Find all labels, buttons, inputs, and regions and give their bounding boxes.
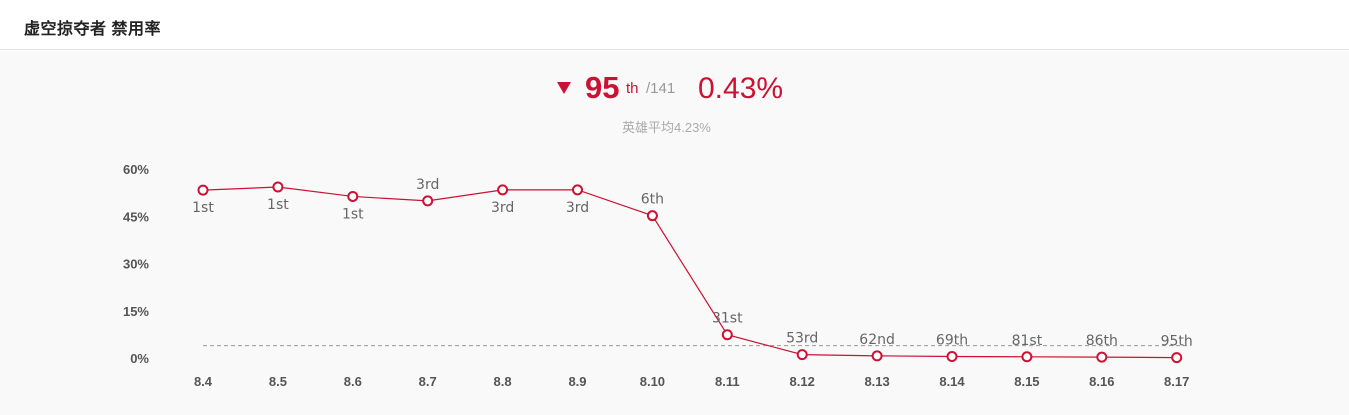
rank-suffix: th <box>626 80 639 97</box>
x-tick-label: 8.7 <box>419 374 437 389</box>
data-point-marker <box>1021 351 1033 363</box>
data-point-label: 1st <box>192 200 214 216</box>
ban-rate-series-line <box>202 186 1177 359</box>
data-point-marker <box>871 350 883 362</box>
panel-header: 虚空掠夺者 禁用率 <box>0 0 1349 50</box>
panel-body <box>0 51 1349 415</box>
x-tick-label: 8.6 <box>344 374 362 389</box>
triangle-down-icon <box>557 82 571 94</box>
y-tick-label: 30% <box>123 257 149 272</box>
x-tick-label: 8.15 <box>1014 374 1039 389</box>
data-point-marker <box>946 350 958 362</box>
data-point-label: 62nd <box>859 332 895 348</box>
data-point-label: 69th <box>936 332 968 348</box>
data-point-label: 6th <box>641 192 664 208</box>
panel-title: 虚空掠夺者 禁用率 <box>24 21 161 38</box>
rank-number: 95 <box>585 70 620 105</box>
data-point-label: 3rd <box>491 200 514 216</box>
x-tick-label: 8.14 <box>939 374 965 389</box>
data-point-marker <box>347 190 359 202</box>
data-point-marker <box>721 329 733 341</box>
data-point-label: 95th <box>1161 334 1193 350</box>
data-point-label: 81st <box>1012 333 1043 349</box>
y-tick-label: 45% <box>123 209 149 224</box>
rank-summary: 95 th /141 0.43% <box>0 68 1349 112</box>
data-point-marker <box>572 184 583 196</box>
hero-average-text: 英雄平均4.23% <box>622 120 711 135</box>
data-point-label: 3rd <box>566 200 589 216</box>
data-point-label: 31st <box>712 311 743 327</box>
x-tick-label: 8.12 <box>790 374 815 389</box>
data-point-marker <box>197 184 209 196</box>
data-point-marker <box>796 349 808 361</box>
x-tick-label: 8.4 <box>194 374 213 389</box>
data-point-label: 1st <box>267 197 289 213</box>
x-tick-label: 8.11 <box>715 374 740 389</box>
data-point-marker <box>272 181 284 193</box>
data-point-marker <box>422 195 434 207</box>
y-tick-label: 0% <box>130 351 149 366</box>
y-tick-label: 60% <box>123 162 149 177</box>
data-point-marker <box>1096 351 1108 363</box>
data-point-label: 1st <box>342 206 364 222</box>
data-point-label: 86th <box>1086 333 1118 349</box>
x-tick-label: 8.9 <box>568 374 586 389</box>
data-point-marker <box>1171 352 1183 364</box>
x-tick-label: 8.17 <box>1164 374 1189 389</box>
data-point-label: 53rd <box>786 331 818 347</box>
rank-total: /141 <box>646 80 676 97</box>
data-point-marker <box>497 184 509 196</box>
x-tick-label: 8.16 <box>1089 374 1114 389</box>
x-tick-label: 8.5 <box>269 374 287 389</box>
y-tick-label: 15% <box>123 304 149 319</box>
x-tick-label: 8.13 <box>864 374 889 389</box>
x-tick-label: 8.10 <box>640 374 665 389</box>
data-point-label: 3rd <box>416 177 439 193</box>
ban-rate-value: 0.43% <box>698 72 784 105</box>
data-point-marker <box>646 210 658 222</box>
x-tick-label: 8.8 <box>494 374 512 389</box>
